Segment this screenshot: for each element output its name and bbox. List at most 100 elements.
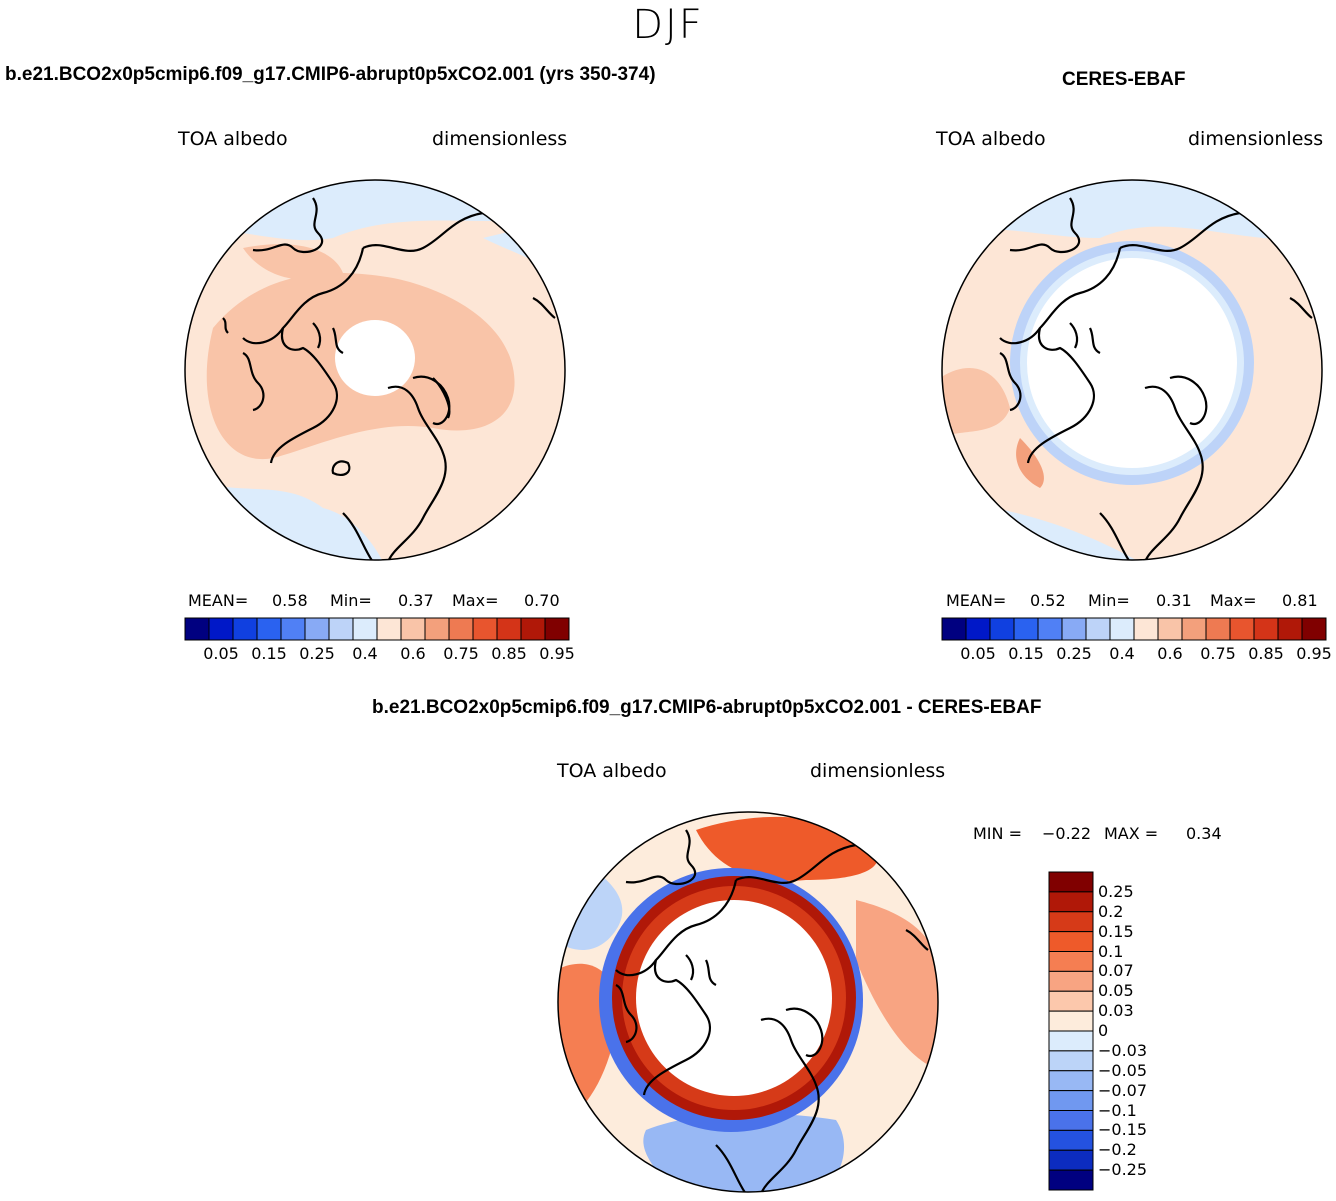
diff-min-label: MIN =	[973, 824, 1022, 843]
model-max-value: 0.70	[524, 591, 560, 610]
model-colorbar-tick-label: 0.15	[251, 644, 287, 663]
obs-colorbar-box-1	[965, 617, 991, 641]
obs-max-label: Max=	[1210, 591, 1257, 610]
obs-colorbar-tick-label: 0.15	[1008, 644, 1044, 663]
obs-field-high-left	[942, 368, 1010, 438]
diff-colorbar-box-9	[1048, 1050, 1094, 1072]
model-colorbar-tick-label: 0.05	[203, 644, 239, 663]
obs-colorbar-box-3	[1013, 617, 1039, 641]
obs-colorbar-tick-label: 0.05	[960, 644, 996, 663]
diff-colorbar-labels: 0.25 0.2 0.15 0.1 0.07 0.05 0.03 0 −0.03 −0.05 −0.…	[1098, 872, 1168, 1190]
obs-colorbar-box-8	[1133, 617, 1159, 641]
diff-colorbar-box-15	[1048, 1169, 1094, 1191]
obs-units-label: dimensionless	[1188, 128, 1324, 150]
diff-variable-label: TOA albedo	[557, 760, 667, 782]
diff-colorbar-tick-label: 0.05	[1098, 981, 1134, 1001]
model-min-label: Min=	[330, 591, 372, 610]
diff-colorbar-tick-label: −0.25	[1098, 1160, 1148, 1180]
obs-colorbar-box-10	[1181, 617, 1207, 641]
diff-colorbar-tick-label: 0.2	[1098, 901, 1124, 921]
obs-colorbar-box-5	[1061, 617, 1087, 641]
obs-field-polar-gap	[1027, 258, 1237, 468]
model-colorbar-tick-label: 0.25	[299, 644, 335, 663]
model-colorbar-labels: 0.05 0.15 0.25 0.4 0.6 0.75 0.85 0.95	[185, 644, 575, 664]
diff-colorbar-box-8	[1048, 1030, 1094, 1052]
model-mean-label: MEAN=	[188, 591, 249, 610]
diff-colorbar-box-11	[1048, 1090, 1094, 1111]
diff-polar-map	[557, 811, 939, 1193]
diff-colorbar-box-6	[1048, 990, 1094, 1012]
model-colorbar-box-13	[496, 617, 522, 641]
diff-colorbar-box-1	[1048, 891, 1094, 913]
model-colorbar-box-10	[424, 617, 450, 641]
obs-min-label: Min=	[1088, 591, 1130, 610]
diff-colorbar-tick-label: 0.03	[1098, 1001, 1134, 1021]
diff-units-label: dimensionless	[810, 760, 946, 782]
model-colorbar-tick-label: 0.75	[443, 644, 479, 663]
model-colorbar-box-1	[208, 617, 234, 641]
model-colorbar-box-3	[256, 617, 282, 641]
model-polar-map	[184, 179, 566, 561]
model-field-polar-gap	[335, 320, 415, 396]
obs-colorbar	[941, 617, 1327, 641]
diff-colorbar-tick-label: 0	[1098, 1021, 1109, 1040]
diff-colorbar-tick-label: 0.15	[1098, 921, 1134, 941]
model-colorbar-box-11	[448, 617, 474, 641]
obs-mean-value: 0.52	[1030, 591, 1066, 610]
obs-colorbar-box-9	[1157, 617, 1183, 641]
obs-colorbar-box-15	[1301, 617, 1327, 641]
diff-colorbar-box-14	[1048, 1149, 1094, 1171]
obs-case-title: CERES-EBAF	[1062, 69, 1186, 90]
diff-colorbar-box-7	[1048, 1010, 1094, 1032]
diff-colorbar-tick-label: −0.1	[1098, 1100, 1137, 1120]
model-colorbar	[184, 617, 570, 641]
obs-colorbar-box-13	[1253, 617, 1279, 641]
model-colorbar-box-8	[376, 617, 402, 641]
diff-colorbar-tick-label: −0.07	[1098, 1080, 1148, 1100]
diff-colorbar-box-13	[1048, 1129, 1094, 1151]
obs-max-value: 0.81	[1282, 591, 1318, 610]
diff-max-label: MAX =	[1104, 824, 1159, 843]
obs-colorbar-box-11	[1205, 617, 1231, 641]
model-max-label: Max=	[452, 591, 499, 610]
diff-min-value: −0.22	[1042, 824, 1092, 843]
diff-max-value: 0.34	[1186, 824, 1222, 843]
obs-colorbar-box-2	[989, 617, 1015, 641]
diff-colorbar-tick-label: −0.2	[1098, 1140, 1137, 1160]
obs-colorbar-box-7	[1109, 617, 1135, 641]
diff-colorbar-box-10	[1048, 1070, 1094, 1092]
obs-coastlines	[999, 191, 1313, 560]
diff-field-low-bottom	[643, 1113, 845, 1192]
model-colorbar-box-9	[400, 617, 426, 641]
diff-colorbar-box-0	[1048, 871, 1094, 893]
diff-colorbar-tick-label: −0.03	[1098, 1040, 1148, 1060]
model-units-label: dimensionless	[432, 128, 568, 150]
diff-colorbar-tick-label: 0.1	[1098, 941, 1124, 961]
model-colorbar-box-12	[472, 617, 498, 641]
model-colorbar-box-7	[352, 617, 378, 641]
diff-colorbar	[1048, 871, 1094, 1191]
obs-colorbar-tick-label: 0.25	[1056, 644, 1092, 663]
model-colorbar-tick-label: 0.95	[539, 644, 575, 663]
obs-mean-label: MEAN=	[946, 591, 1007, 610]
obs-min-value: 0.31	[1156, 591, 1192, 610]
diff-colorbar-tick-label: −0.15	[1098, 1120, 1148, 1140]
model-case-title: b.e21.BCO2x0p5cmip6.f09_g17.CMIP6-abrupt…	[5, 64, 656, 85]
obs-colorbar-box-4	[1037, 617, 1063, 641]
obs-field-high-bottom	[1016, 438, 1044, 488]
obs-variable-label: TOA albedo	[936, 128, 1046, 150]
model-field-high-patch	[243, 244, 343, 280]
obs-colorbar-tick-label: 0.75	[1200, 644, 1236, 663]
diff-colorbar-tick-label: 0.25	[1098, 881, 1134, 901]
diff-colorbar-box-3	[1048, 931, 1094, 952]
diff-field-polar-gap	[636, 900, 832, 1096]
obs-colorbar-tick-label: 0.4	[1109, 644, 1135, 663]
model-colorbar-box-5	[304, 617, 330, 641]
obs-colorbar-box-14	[1277, 617, 1303, 641]
model-mean-value: 0.58	[272, 591, 308, 610]
obs-colorbar-tick-label: 0.85	[1248, 644, 1284, 663]
diff-colorbar-box-5	[1048, 970, 1094, 992]
obs-colorbar-tick-label: 0.95	[1296, 644, 1332, 663]
obs-colorbar-box-6	[1085, 617, 1111, 641]
model-colorbar-tick-label: 0.4	[352, 644, 378, 663]
